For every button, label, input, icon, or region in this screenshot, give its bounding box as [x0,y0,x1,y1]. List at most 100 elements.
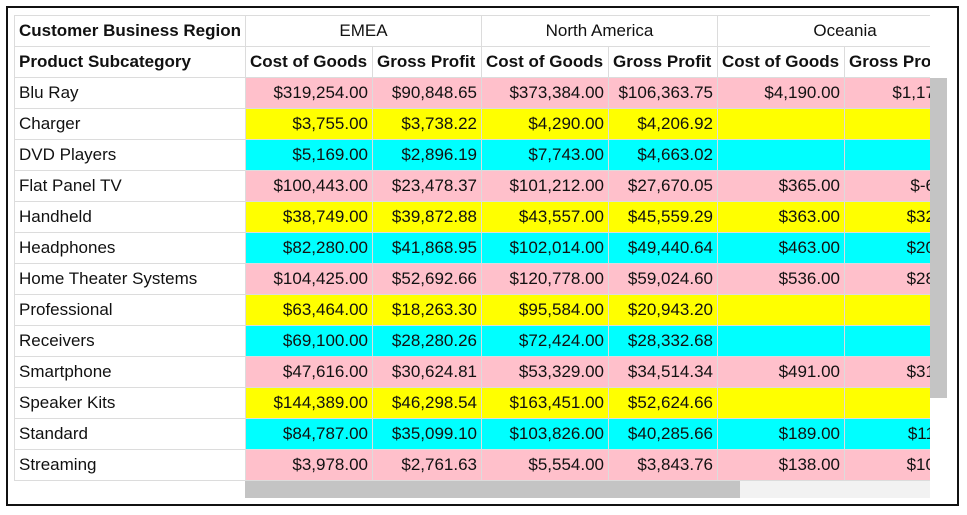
table-row[interactable]: Charger $3,755.00 $3,738.22 $4,290.00 $4,206… [14,108,930,140]
value-cell[interactable] [717,387,846,419]
value-cell[interactable] [717,139,846,171]
value-cell[interactable]: $373,384.00 [481,77,609,109]
value-cell[interactable]: $5,169.00 [245,139,373,171]
value-cell[interactable]: $41,868.95 [372,232,482,264]
value-cell[interactable]: $319,254.00 [245,77,373,109]
table-row[interactable]: Flat Panel TV $100,443.00 $23,478.37 $101,2… [14,170,930,202]
table-row[interactable]: Professional $63,464.00 $18,263.30 $95,584.… [14,294,930,326]
metric-header-cost-of-goods[interactable]: Cost of Goods [717,46,846,78]
value-cell[interactable]: $45,559.29 [607,201,719,233]
value-cell[interactable]: $3,755.00 [245,108,373,140]
value-cell[interactable]: $2,761.63 [372,449,482,481]
table-row[interactable]: Standard $84,787.00 $35,099.10 $103,826.00 $… [14,418,930,450]
value-cell[interactable]: $34,514.34 [607,356,719,388]
value-cell[interactable]: $120,778.00 [481,263,609,295]
table-row[interactable]: Blu Ray $319,254.00 $90,848.65 $373,384.00 $… [14,77,930,109]
value-cell[interactable]: $106,363.75 [607,77,719,109]
value-cell[interactable]: $63,464.00 [245,294,373,326]
value-cell[interactable]: $325.00 [844,201,930,233]
value-cell[interactable]: $110.00 [844,418,930,450]
value-cell[interactable]: $82,280.00 [245,232,373,264]
value-cell[interactable]: $365.00 [717,170,846,202]
value-cell[interactable]: $5,554.00 [481,449,609,481]
value-cell[interactable]: $204.00 [844,232,930,264]
value-cell[interactable]: $491.00 [717,356,846,388]
value-cell[interactable]: $52,624.66 [607,387,719,419]
value-cell[interactable]: $-65.00 [844,170,930,202]
value-cell[interactable]: $102,014.00 [481,232,609,264]
metric-header-gross-profit[interactable]: Gross Profit [372,46,482,78]
value-cell[interactable]: $101,212.00 [481,170,609,202]
value-cell[interactable]: $2,896.19 [372,139,482,171]
value-cell[interactable]: $35,099.10 [372,418,482,450]
table-row[interactable]: Speaker Kits $144,389.00 $46,298.54 $163,45… [14,387,930,419]
value-cell[interactable]: $1,173.41 [844,77,930,109]
value-cell[interactable] [844,325,930,357]
value-cell[interactable]: $3,843.76 [607,449,719,481]
value-cell[interactable]: $101.00 [844,449,930,481]
table-row[interactable]: Home Theater Systems $104,425.00 $52,692.6… [14,263,930,295]
value-cell[interactable]: $3,738.22 [372,108,482,140]
value-cell[interactable]: $3,978.00 [245,449,373,481]
table-row[interactable]: Headphones $82,280.00 $41,868.95 $102,014.0… [14,232,930,264]
region-header-emea[interactable]: EMEA [245,15,482,47]
value-cell[interactable]: $316.00 [844,356,930,388]
value-cell[interactable]: $69,100.00 [245,325,373,357]
value-cell[interactable]: $39,872.88 [372,201,482,233]
value-cell[interactable]: $27,670.05 [607,170,719,202]
value-cell[interactable]: $52,692.66 [372,263,482,295]
value-cell[interactable]: $40,285.66 [607,418,719,450]
value-cell[interactable]: $463.00 [717,232,846,264]
table-row[interactable]: Receivers $69,100.00 $28,280.26 $72,424.00 $… [14,325,930,357]
value-cell[interactable]: $138.00 [717,449,846,481]
value-cell[interactable] [717,108,846,140]
value-cell[interactable] [844,108,930,140]
value-cell[interactable]: $100,443.00 [245,170,373,202]
value-cell[interactable]: $4,206.92 [607,108,719,140]
value-cell[interactable] [717,294,846,326]
value-cell[interactable]: $7,743.00 [481,139,609,171]
value-cell[interactable]: $47,616.00 [245,356,373,388]
value-cell[interactable]: $53,329.00 [481,356,609,388]
value-cell[interactable]: $4,663.02 [607,139,719,171]
value-cell[interactable]: $84,787.00 [245,418,373,450]
value-cell[interactable]: $30,624.81 [372,356,482,388]
table-row[interactable]: Streaming $3,978.00 $2,761.63 $5,554.00 $3,8… [14,449,930,481]
value-cell[interactable]: $536.00 [717,263,846,295]
value-cell[interactable]: $163,451.00 [481,387,609,419]
value-cell[interactable]: $104,425.00 [245,263,373,295]
value-cell[interactable]: $4,290.00 [481,108,609,140]
value-cell[interactable]: $46,298.54 [372,387,482,419]
region-header-oceania[interactable]: Oceania [717,15,930,47]
value-cell[interactable]: $95,584.00 [481,294,609,326]
value-cell[interactable]: $363.00 [717,201,846,233]
value-cell[interactable] [844,294,930,326]
metric-header-cost-of-goods[interactable]: Cost of Goods [481,46,609,78]
value-cell[interactable]: $90,848.65 [372,77,482,109]
value-cell[interactable]: $20,943.20 [607,294,719,326]
metric-header-gross-profit[interactable]: Gross Profit [607,46,719,78]
metric-header-cost-of-goods[interactable]: Cost of Goods [245,46,373,78]
region-header-north-america[interactable]: North America [480,15,719,47]
value-cell[interactable]: $49,440.64 [607,232,719,264]
value-cell[interactable]: $38,749.00 [245,201,373,233]
value-cell[interactable]: $28,332.68 [607,325,719,357]
value-cell[interactable]: $189.00 [717,418,846,450]
table-row[interactable]: Smartphone $47,616.00 $30,624.81 $53,329.00… [14,356,930,388]
value-cell[interactable] [717,325,846,357]
value-cell[interactable]: $283.00 [844,263,930,295]
value-cell[interactable] [844,139,930,171]
value-cell[interactable]: $103,826.00 [481,418,609,450]
vertical-scrollbar-thumb[interactable] [930,78,947,398]
value-cell[interactable]: $28,280.26 [372,325,482,357]
value-cell[interactable]: $72,424.00 [481,325,609,357]
value-cell[interactable]: $43,557.00 [481,201,609,233]
value-cell[interactable]: $4,190.00 [717,77,846,109]
value-cell[interactable]: $59,024.60 [607,263,719,295]
table-row[interactable]: DVD Players $5,169.00 $2,896.19 $7,743.00 $4… [14,139,930,171]
value-cell[interactable]: $23,478.37 [372,170,482,202]
value-cell[interactable] [844,387,930,419]
metric-header-gross-profit[interactable]: Gross Profit [844,46,930,78]
horizontal-scrollbar-thumb[interactable] [245,481,740,498]
table-row[interactable]: Handheld $38,749.00 $39,872.88 $43,557.00 $4… [14,201,930,233]
